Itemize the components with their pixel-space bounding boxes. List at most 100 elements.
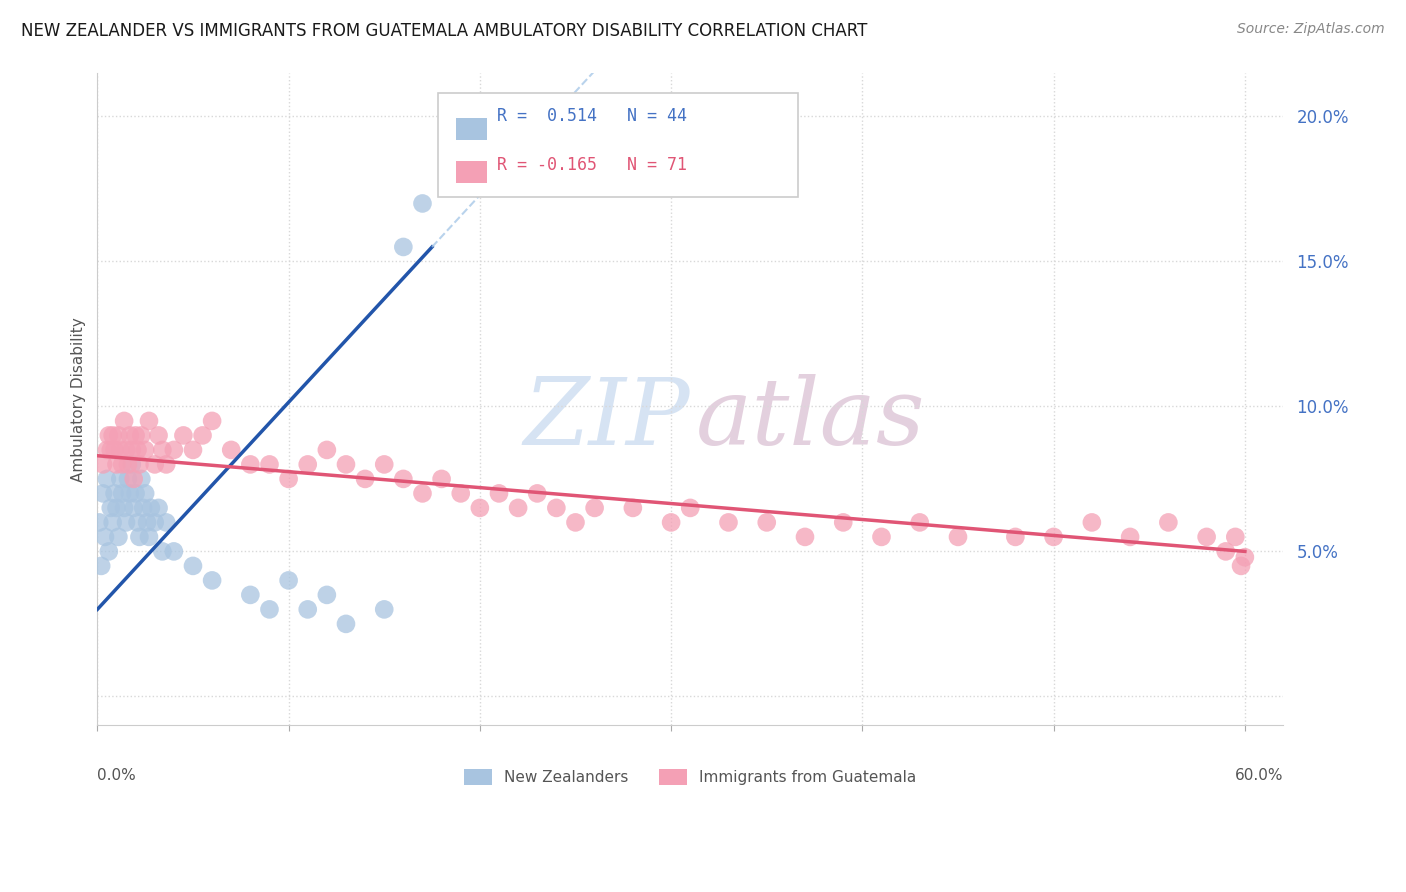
Point — [450, 486, 472, 500]
Point — [89, 516, 111, 530]
Point — [136, 516, 159, 530]
Point — [103, 442, 125, 457]
Point — [111, 486, 134, 500]
Point — [870, 530, 893, 544]
Point — [163, 442, 186, 457]
Point — [219, 442, 242, 457]
Point — [132, 500, 155, 515]
Point — [143, 458, 166, 472]
Point — [117, 472, 139, 486]
Point — [107, 428, 129, 442]
Point — [1081, 516, 1104, 530]
Point — [117, 458, 139, 472]
Point — [277, 574, 299, 588]
Point — [297, 602, 319, 616]
Point — [583, 500, 606, 515]
Point — [946, 530, 969, 544]
Point — [181, 558, 204, 573]
Point — [103, 486, 125, 500]
Point — [679, 500, 702, 515]
Point — [506, 500, 529, 515]
Point — [138, 414, 160, 428]
Point — [150, 544, 173, 558]
Point — [373, 458, 395, 472]
Point — [150, 442, 173, 457]
Point — [121, 442, 143, 457]
Point — [155, 458, 177, 472]
Point — [1233, 550, 1256, 565]
Point — [105, 500, 128, 515]
Point — [1230, 558, 1253, 573]
Text: 0.0%: 0.0% — [97, 768, 136, 783]
Point — [97, 544, 120, 558]
Point — [143, 516, 166, 530]
Point — [91, 458, 114, 472]
Y-axis label: Ambulatory Disability: Ambulatory Disability — [72, 317, 86, 482]
Point — [107, 530, 129, 544]
Point — [201, 414, 224, 428]
Point — [1119, 530, 1142, 544]
Point — [373, 602, 395, 616]
Point — [111, 458, 134, 472]
Point — [526, 486, 548, 500]
Point — [468, 500, 491, 515]
Point — [122, 500, 145, 515]
Point — [96, 442, 118, 457]
Text: NEW ZEALANDER VS IMMIGRANTS FROM GUATEMALA AMBULATORY DISABILITY CORRELATION CHA: NEW ZEALANDER VS IMMIGRANTS FROM GUATEMA… — [21, 22, 868, 40]
Point — [101, 516, 124, 530]
Point — [430, 472, 453, 486]
Point — [488, 486, 510, 500]
Point — [794, 530, 817, 544]
Point — [131, 472, 153, 486]
Point — [148, 428, 170, 442]
Point — [335, 616, 357, 631]
Point — [118, 486, 141, 500]
Point — [297, 458, 319, 472]
Point — [259, 458, 281, 472]
Point — [315, 442, 337, 457]
Point — [191, 428, 214, 442]
Point — [1215, 544, 1237, 558]
Point — [100, 442, 122, 457]
Point — [163, 544, 186, 558]
Point — [172, 428, 194, 442]
Point — [97, 428, 120, 442]
Point — [411, 486, 433, 500]
Point — [124, 428, 146, 442]
Point — [277, 472, 299, 486]
Text: 60.0%: 60.0% — [1234, 768, 1284, 783]
Point — [832, 516, 855, 530]
Point — [621, 500, 644, 515]
Point — [110, 472, 132, 486]
Text: ZIP: ZIP — [523, 374, 690, 464]
Point — [127, 442, 149, 457]
Point — [112, 500, 135, 515]
Point — [138, 530, 160, 544]
Point — [112, 414, 135, 428]
Text: R =  0.514   N = 44: R = 0.514 N = 44 — [496, 107, 688, 125]
Point — [90, 558, 112, 573]
Point — [96, 472, 118, 486]
Point — [110, 442, 132, 457]
Point — [335, 458, 357, 472]
Point — [392, 240, 415, 254]
Point — [139, 500, 162, 515]
Point — [94, 530, 117, 544]
Point — [181, 442, 204, 457]
Point — [128, 530, 150, 544]
Point — [201, 574, 224, 588]
Point — [134, 486, 156, 500]
Point — [1225, 530, 1247, 544]
Point — [908, 516, 931, 530]
Point — [101, 428, 124, 442]
Point — [1157, 516, 1180, 530]
Point — [1004, 530, 1026, 544]
Point — [127, 516, 149, 530]
Point — [392, 472, 415, 486]
Point — [148, 500, 170, 515]
Point — [121, 458, 143, 472]
Text: atlas: atlas — [696, 374, 925, 464]
Legend: New Zealanders, Immigrants from Guatemala: New Zealanders, Immigrants from Guatemal… — [457, 762, 924, 793]
Point — [239, 458, 262, 472]
Point — [315, 588, 337, 602]
